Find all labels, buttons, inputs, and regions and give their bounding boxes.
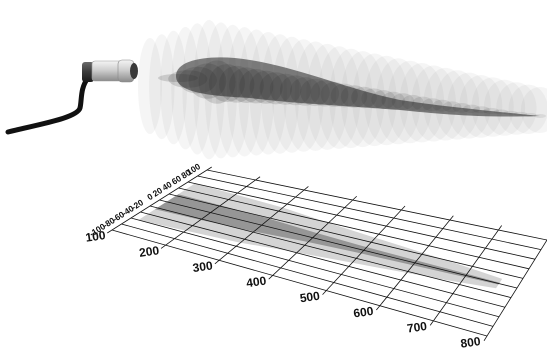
beam-outer-layer xyxy=(520,87,547,133)
distance-tick-label: 200 xyxy=(138,243,160,260)
grid-line-lateral xyxy=(121,223,494,327)
beam-outer-layer xyxy=(411,65,456,142)
beam-core xyxy=(176,57,540,117)
lateral-tick-label: 0 xyxy=(145,191,155,202)
beam-outer-layer xyxy=(508,84,547,134)
grid-line-distance xyxy=(483,239,547,342)
distance-tick-label: 400 xyxy=(245,273,267,290)
beam-outer-layer xyxy=(496,82,537,135)
footprint-inner-zone xyxy=(154,194,500,285)
grid-line-distance xyxy=(322,205,406,295)
distance-tick-label: 800 xyxy=(460,334,482,351)
grid-line-lateral xyxy=(206,169,547,241)
beam-outer-layer xyxy=(435,70,480,140)
beam-outer-layer xyxy=(447,72,491,139)
ground-grid xyxy=(107,166,547,342)
beam-outer-layer xyxy=(399,62,445,143)
grid-line-lateral xyxy=(178,187,530,270)
distance-axis-ticks: 100 200 300 400 500 600 700 800 xyxy=(85,228,482,351)
grid-line-lateral xyxy=(168,193,524,279)
grid-line-distance xyxy=(160,176,261,249)
grid-line-distance xyxy=(429,225,503,326)
grid-line-lateral xyxy=(197,175,542,250)
grid-line-lateral xyxy=(159,199,518,289)
beam-outer-layer xyxy=(471,77,514,137)
grid-line-lateral xyxy=(111,229,488,337)
grid-line-distance xyxy=(107,166,212,234)
grid-line-lateral xyxy=(140,211,506,308)
sensor-face xyxy=(130,63,138,79)
distance-tick-label: 100 xyxy=(85,228,107,245)
distance-tick-label: 600 xyxy=(352,304,374,321)
grid-line-distance xyxy=(376,215,454,311)
sensor-cable xyxy=(5,75,91,135)
beam-outer-layer xyxy=(149,34,175,140)
beam-outer-layer xyxy=(160,30,188,145)
distance-tick-label: 500 xyxy=(299,289,321,306)
distance-tick-label: 300 xyxy=(192,258,214,275)
beam-outer-layer xyxy=(483,79,526,136)
grid-line-distance xyxy=(268,195,357,280)
grid-line-lateral xyxy=(149,205,512,298)
beam-outer-layer xyxy=(138,38,162,134)
grid-line-distance xyxy=(214,186,309,265)
grid-line-lateral xyxy=(130,217,500,318)
ultrasonic-sensor xyxy=(5,59,138,135)
beam-outer-layer xyxy=(459,75,503,138)
distance-tick-label: 700 xyxy=(406,319,428,336)
sensor-connector xyxy=(82,62,94,82)
grid-line-lateral xyxy=(187,181,536,260)
beam-outer-layer xyxy=(423,67,468,141)
beam-cone xyxy=(138,19,547,160)
